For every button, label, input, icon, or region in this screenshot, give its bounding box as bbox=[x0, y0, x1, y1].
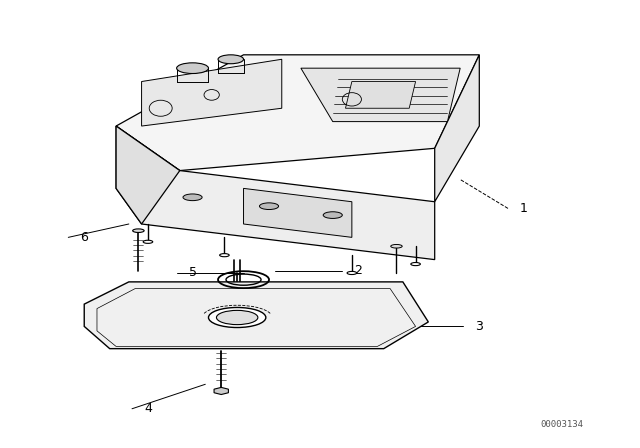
Polygon shape bbox=[214, 388, 228, 395]
Text: 1: 1 bbox=[520, 202, 528, 215]
Polygon shape bbox=[435, 55, 479, 202]
Text: 4: 4 bbox=[144, 402, 152, 415]
Polygon shape bbox=[141, 59, 282, 126]
Ellipse shape bbox=[411, 263, 420, 266]
Ellipse shape bbox=[220, 254, 229, 257]
Ellipse shape bbox=[183, 194, 202, 201]
Text: 2: 2 bbox=[355, 264, 362, 277]
Polygon shape bbox=[346, 82, 415, 108]
Ellipse shape bbox=[209, 307, 266, 327]
Ellipse shape bbox=[391, 245, 402, 248]
Ellipse shape bbox=[259, 203, 278, 210]
Text: 5: 5 bbox=[189, 267, 196, 280]
Polygon shape bbox=[301, 68, 460, 121]
Text: 6: 6 bbox=[80, 231, 88, 244]
Polygon shape bbox=[116, 55, 479, 171]
Ellipse shape bbox=[347, 271, 356, 275]
Ellipse shape bbox=[323, 212, 342, 219]
Ellipse shape bbox=[216, 310, 258, 325]
Polygon shape bbox=[116, 126, 180, 224]
Ellipse shape bbox=[177, 63, 209, 73]
Polygon shape bbox=[84, 282, 428, 349]
Polygon shape bbox=[244, 188, 352, 237]
Ellipse shape bbox=[132, 229, 144, 233]
Ellipse shape bbox=[143, 240, 153, 243]
Polygon shape bbox=[116, 126, 435, 260]
Text: 00003134: 00003134 bbox=[541, 420, 584, 429]
Text: 3: 3 bbox=[476, 320, 483, 333]
Ellipse shape bbox=[218, 55, 244, 64]
